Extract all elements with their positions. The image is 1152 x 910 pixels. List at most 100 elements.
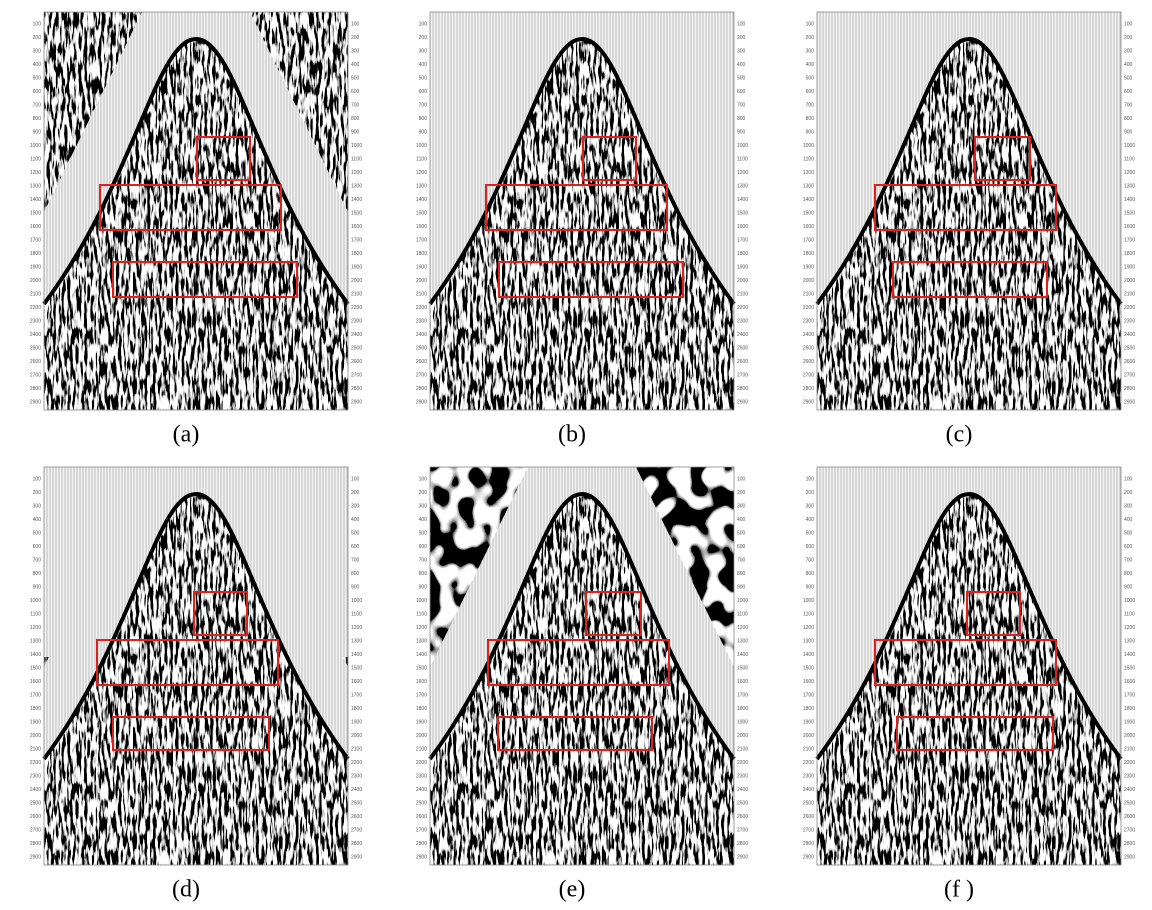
depth-tick-label: 1500 <box>803 665 814 671</box>
depth-tick-label: 800 <box>419 571 428 577</box>
depth-tick-label: 1700 <box>803 237 814 243</box>
depth-tick-label: 1000 <box>803 598 814 604</box>
depth-tick-label: 600 <box>33 544 42 550</box>
depth-tick-label: 800 <box>737 571 746 577</box>
depth-tick-label: 2200 <box>30 760 41 766</box>
depth-tick-label: 2700 <box>30 372 41 378</box>
depth-tick-label: 1300 <box>803 638 814 644</box>
depth-tick-label: 800 <box>419 116 428 122</box>
depth-tick-label: 1000 <box>1124 143 1135 149</box>
panel: 100 100 200 200 300 300 400 400 500 500 600 600 700 7… <box>30 11 362 448</box>
panel: 100 100 200 200 300 300 400 400 500 500 600 600 700 7… <box>30 466 362 903</box>
depth-tick-label: 2400 <box>1124 332 1135 338</box>
depth-tick-label: 2100 <box>30 746 41 752</box>
depth-tick-label: 1700 <box>737 237 748 243</box>
depth-tick-label: 700 <box>419 102 428 108</box>
depth-tick-label: 1900 <box>1124 719 1135 725</box>
depth-tick-label: 2500 <box>416 345 427 351</box>
depth-tick-label: 2600 <box>803 359 814 365</box>
depth-tick-label: 1900 <box>737 264 748 270</box>
depth-tick-label: 2800 <box>737 386 748 392</box>
depth-tick-label: 1700 <box>1124 692 1135 698</box>
depth-tick-label: 1300 <box>416 183 427 189</box>
depth-tick-label: 700 <box>806 557 815 563</box>
depth-tick-label: 2400 <box>416 787 427 793</box>
depth-tick-label: 2600 <box>30 359 41 365</box>
depth-tick-label: 2200 <box>30 305 41 311</box>
depth-tick-label: 1000 <box>737 143 748 149</box>
depth-tick-label: 600 <box>419 89 428 95</box>
depth-tick-label: 1600 <box>351 224 362 230</box>
depth-tick-label: 100 <box>737 476 746 482</box>
depth-tick-label: 2300 <box>1124 318 1135 324</box>
depth-tick-label: 300 <box>1124 503 1133 509</box>
depth-tick-label: 1600 <box>30 224 41 230</box>
depth-tick-label: 900 <box>806 584 815 590</box>
depth-tick-label: 600 <box>1124 89 1133 95</box>
depth-tick-label: 2700 <box>416 827 427 833</box>
depth-tick-label: 2500 <box>351 345 362 351</box>
depth-tick-label: 500 <box>419 75 428 81</box>
depth-tick-label: 1400 <box>1124 652 1135 658</box>
depth-tick-label: 400 <box>1124 517 1133 523</box>
depth-tick-label: 300 <box>33 503 42 509</box>
depth-tick-label: 400 <box>806 517 815 523</box>
depth-tick-label: 2100 <box>737 291 748 297</box>
depth-tick-label: 2100 <box>416 291 427 297</box>
depth-tick-label: 2900 <box>416 399 427 405</box>
depth-tick-label: 2900 <box>737 399 748 405</box>
depth-tick-label: 2200 <box>351 760 362 766</box>
depth-tick-label: 700 <box>1124 557 1133 563</box>
depth-tick-label: 500 <box>1124 75 1133 81</box>
depth-tick-label: 200 <box>33 35 42 41</box>
depth-tick-label: 2600 <box>737 359 748 365</box>
depth-tick-label: 2600 <box>30 814 41 820</box>
depth-tick-label: 400 <box>419 62 428 68</box>
highlight-box <box>193 591 248 636</box>
depth-tick-label: 400 <box>33 62 42 68</box>
depth-tick-label: 2500 <box>351 800 362 806</box>
depth-tick-label: 200 <box>419 35 428 41</box>
depth-tick-label: 300 <box>737 503 746 509</box>
depth-tick-label: 900 <box>351 129 360 135</box>
depth-tick-label: 2100 <box>351 291 362 297</box>
depth-tick-label: 100 <box>351 21 360 27</box>
depth-tick-label: 1300 <box>1124 638 1135 644</box>
depth-tick-label: 1500 <box>737 665 748 671</box>
depth-tick-label: 2700 <box>737 827 748 833</box>
depth-tick-label: 2700 <box>1124 372 1135 378</box>
depth-tick-label: 2900 <box>351 854 362 860</box>
depth-tick-label: 2900 <box>803 399 814 405</box>
highlight-box <box>96 639 279 686</box>
depth-tick-label: 400 <box>419 517 428 523</box>
depth-tick-label: 2000 <box>737 733 748 739</box>
depth-tick-label: 200 <box>737 35 746 41</box>
depth-tick-label: 900 <box>1124 584 1133 590</box>
depth-tick-label: 500 <box>806 75 815 81</box>
depth-tick-label: 700 <box>419 557 428 563</box>
depth-tick-label: 600 <box>33 89 42 95</box>
depth-tick-label: 900 <box>351 584 360 590</box>
depth-tick-label: 1200 <box>351 170 362 176</box>
depth-tick-label: 2100 <box>737 746 748 752</box>
highlight-box <box>974 136 1031 181</box>
depth-tick-label: 700 <box>33 557 42 563</box>
depth-tick-label: 600 <box>806 544 815 550</box>
depth-tick-label: 1100 <box>803 611 814 617</box>
depth-tick-label: 2800 <box>1124 386 1135 392</box>
depth-tick-label: 2000 <box>351 278 362 284</box>
depth-tick-label: 2300 <box>803 318 814 324</box>
depth-tick-label: 2800 <box>1124 841 1135 847</box>
depth-tick-label: 700 <box>33 102 42 108</box>
depth-tick-label: 1100 <box>351 156 362 162</box>
depth-tick-label: 2700 <box>803 372 814 378</box>
depth-tick-label: 1100 <box>351 611 362 617</box>
depth-tick-label: 2300 <box>351 773 362 779</box>
depth-tick-label: 1700 <box>416 237 427 243</box>
depth-tick-label: 2100 <box>30 291 41 297</box>
depth-tick-label: 900 <box>737 584 746 590</box>
depth-tick-label: 1700 <box>416 692 427 698</box>
depth-tick-label: 1700 <box>351 692 362 698</box>
